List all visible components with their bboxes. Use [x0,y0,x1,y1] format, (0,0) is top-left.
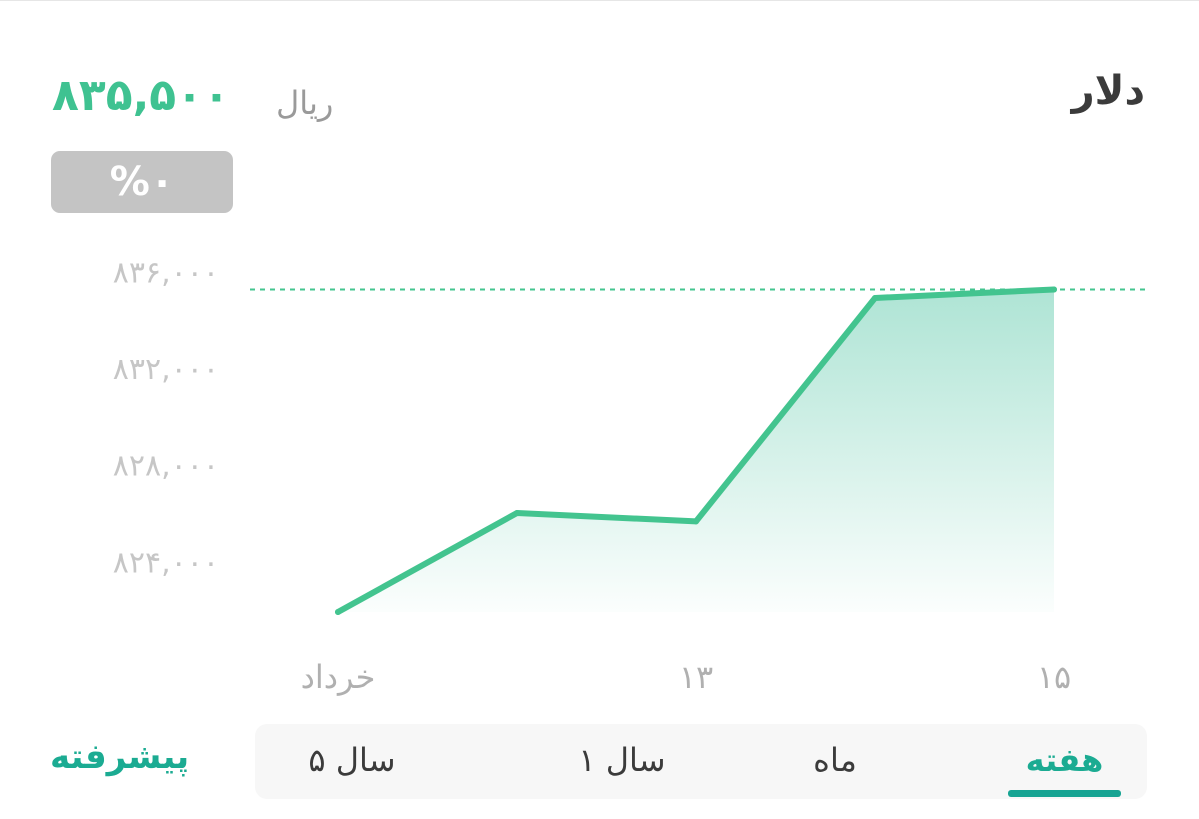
tab-month[interactable]: ماه [813,741,857,779]
change-badge: %۰ [51,151,233,213]
top-divider [0,0,1199,1]
period-tabs: ۵ سال ۱ سال ماه هفته [255,724,1147,799]
chart-point-2 [514,509,520,516]
x-tick-label-3: ۱۵ [1037,658,1071,696]
chart-points [335,286,1057,615]
chart-point-4 [872,294,878,301]
x-tick-label-1: خرداد [301,658,376,696]
current-price: ۸۳۵,۵۰۰ [52,70,230,121]
y-tick-label-2: ۸۳۲,۰۰۰ [113,352,219,387]
tab-week[interactable]: هفته [1025,741,1104,779]
asset-title: دلار [1071,68,1145,114]
x-tick-label-2: ۱۳ [679,658,713,696]
y-tick-label-3: ۸۲۸,۰۰۰ [113,449,219,484]
advanced-button[interactable]: پیشرفته [50,737,190,777]
y-tick-label-1: ۸۳۶,۰۰۰ [113,255,219,290]
chart-point-1 [335,609,341,615]
y-tick-label-4: ۸۲۴,۰۰۰ [113,545,219,580]
chart-point-3 [693,518,699,525]
y-axis-ticks: ۸۳۶,۰۰۰ ۸۳۲,۰۰۰ ۸۲۸,۰۰۰ ۸۲۴,۰۰۰ [113,255,219,580]
chart-point-5 [1051,286,1057,293]
chart-area-fill [338,289,1054,612]
x-axis-ticks: خرداد ۱۳ ۱۵ [301,658,1072,696]
active-tab-indicator [1008,790,1121,797]
price-chart: ۸۳۶,۰۰۰ ۸۳۲,۰۰۰ ۸۲۸,۰۰۰ ۸۲۴,۰۰۰ خرداد ۱۳ ۱۵ [113,255,1146,696]
currency-unit: ریال [276,84,334,122]
tab-1-year[interactable]: ۱ سال [578,741,666,779]
tab-5-years[interactable]: ۵ سال [308,741,396,779]
